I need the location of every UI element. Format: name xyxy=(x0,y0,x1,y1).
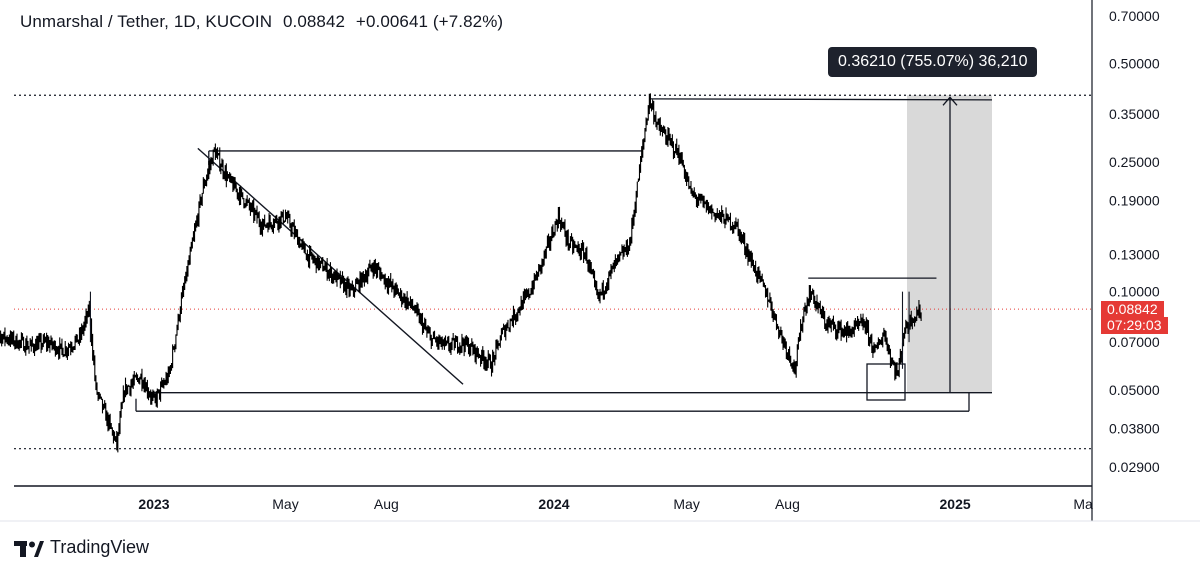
price-series xyxy=(0,93,922,453)
measure-label: 0.36210 (755.07%) 36,210 xyxy=(828,47,1038,78)
time-tick-label: May xyxy=(272,496,298,512)
price-tick-label: 0.02900 xyxy=(1109,459,1160,475)
time-tick-label: 2023 xyxy=(138,496,169,512)
price-tick-label: 0.19000 xyxy=(1109,193,1160,209)
time-tick-label: May xyxy=(673,496,699,512)
time-axis-clip xyxy=(1093,490,1200,520)
price-tick-label: 0.03800 xyxy=(1109,421,1160,437)
price-tick-label: 0.35000 xyxy=(1109,106,1160,122)
price-tick-label: 0.25000 xyxy=(1109,154,1160,170)
price-tick-label: 0.07000 xyxy=(1109,334,1160,350)
time-axis: 2023 May Aug 2024 May Aug 2025 May xyxy=(138,490,1200,520)
chart-header: Unmarshal / Tether, 1D, KUCOIN 0.08842 +… xyxy=(20,12,509,32)
tradingview-logo[interactable]: TradingView xyxy=(14,537,149,558)
tradingview-logo-icon xyxy=(14,539,44,557)
price-tick-label: 0.70000 xyxy=(1109,8,1160,24)
chart-drawings xyxy=(0,0,1200,522)
low-highlight-box xyxy=(866,363,906,401)
symbol-title: Unmarshal / Tether, 1D, KUCOIN xyxy=(20,12,273,31)
measure-arrow-head xyxy=(942,96,958,106)
time-tick-label: 2024 xyxy=(538,496,569,512)
price-tick-label: 0.13000 xyxy=(1109,246,1160,262)
time-tick-label: Aug xyxy=(374,496,399,512)
price-tick-label: 0.50000 xyxy=(1109,56,1160,72)
price-change: +0.00641 (+7.82%) xyxy=(355,12,504,31)
price-axis: 0.70000 0.50000 0.35000 0.25000 0.19000 0.130… xyxy=(1109,8,1160,475)
last-price: 0.08842 xyxy=(282,12,346,31)
time-tick-label: 2025 xyxy=(940,496,971,512)
price-candles xyxy=(0,93,922,453)
price-tick-label: 0.05000 xyxy=(1109,382,1160,398)
top-resistance-line xyxy=(649,98,993,101)
last-price-tag: 0.08842 xyxy=(1101,301,1164,318)
tradingview-wordmark: TradingView xyxy=(50,537,150,557)
bar-countdown-tag: 07:29:03 xyxy=(1101,317,1168,335)
price-tick-label: 0.10000 xyxy=(1109,284,1160,300)
time-tick-label: Aug xyxy=(775,496,800,512)
